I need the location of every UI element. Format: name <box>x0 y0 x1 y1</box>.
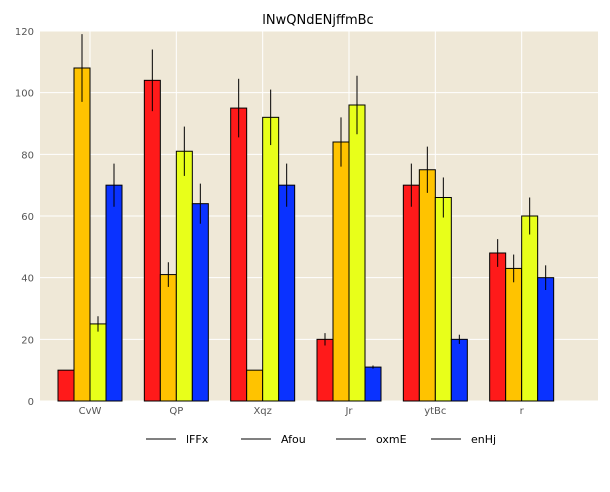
x-tick-label: r <box>520 406 525 417</box>
bar-lFFx-QP <box>143 79 161 402</box>
y-tick-label: 60 <box>21 212 34 223</box>
x-tick-label: Jr <box>344 406 353 417</box>
bar-Afou-Xqz <box>246 369 264 402</box>
x-tick-label: Xqz <box>253 406 271 417</box>
bar-Afou-r <box>505 267 523 402</box>
bar-enHj-CvW <box>105 184 123 402</box>
legend-label-Afou: Afou <box>281 433 306 446</box>
bar-lFFx-CvW <box>57 369 75 402</box>
bar-oxmE-Jr <box>348 104 366 402</box>
y-tick-label: 20 <box>21 335 34 346</box>
bar-Afou-ytBc <box>418 169 436 402</box>
bar-lFFx-Jr <box>316 338 334 402</box>
bar-lFFx-r <box>489 252 507 402</box>
bar-oxmE-CvW <box>89 323 107 402</box>
legend-label-oxmE: oxmE <box>376 433 407 446</box>
x-tick-label: CvW <box>79 406 102 417</box>
bar-lFFx-Xqz <box>230 107 248 402</box>
bar-enHj-Jr <box>364 366 382 402</box>
x-tick-label: ytBc <box>424 406 446 417</box>
bar-oxmE-r <box>521 215 539 402</box>
legend-label-enHj: enHj <box>471 433 496 446</box>
y-tick-label: 0 <box>28 397 34 408</box>
bar-oxmE-QP <box>175 150 193 402</box>
x-axis-ticks: CvW QP Xqz Jr ytBc r <box>79 406 525 417</box>
y-tick-label: 120 <box>15 27 34 38</box>
bar-Afou-CvW <box>73 67 91 402</box>
bar-Afou-QP <box>159 274 177 402</box>
bar-enHj-ytBc <box>450 338 468 402</box>
bar-Afou-Jr <box>332 141 350 402</box>
bars <box>57 67 555 402</box>
y-tick-label: 100 <box>15 89 34 100</box>
x-tick-label: QP <box>169 406 183 417</box>
bar-lFFx-ytBc <box>402 184 420 402</box>
bar-enHj-r <box>537 277 555 402</box>
y-tick-label: 40 <box>21 274 34 285</box>
y-tick-label: 80 <box>21 150 34 161</box>
legend: lFFx Afou oxmE enHj <box>146 433 496 446</box>
bar-oxmE-Xqz <box>262 116 280 402</box>
error-bars <box>81 34 547 369</box>
bar-oxmE-ytBc <box>434 197 452 402</box>
chart-title: lNwQNdENjffmBc <box>262 13 373 28</box>
legend-label-lFFx: lFFx <box>186 433 209 446</box>
bar-enHj-QP <box>191 203 209 402</box>
y-axis-ticks: 0 20 40 60 80 100 120 <box>15 27 34 408</box>
bar-enHj-Xqz <box>278 184 296 402</box>
